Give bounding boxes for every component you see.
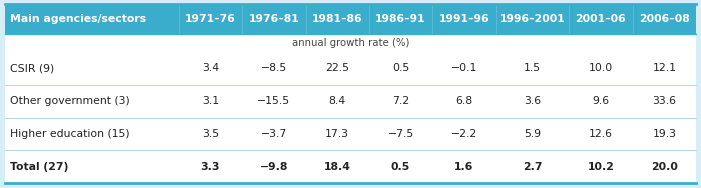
Text: 6.8: 6.8 [456, 96, 472, 106]
Text: 2.7: 2.7 [523, 162, 542, 172]
Text: 10.2: 10.2 [587, 162, 614, 172]
Text: 10.0: 10.0 [589, 63, 613, 73]
Text: 17.3: 17.3 [325, 129, 349, 139]
Text: 1.6: 1.6 [454, 162, 474, 172]
Text: Other government (3): Other government (3) [10, 96, 130, 106]
Text: −2.2: −2.2 [451, 129, 477, 139]
Text: 22.5: 22.5 [325, 63, 349, 73]
Text: Higher education (15): Higher education (15) [10, 129, 130, 139]
Text: 3.3: 3.3 [200, 162, 220, 172]
Text: 0.5: 0.5 [392, 63, 409, 73]
Text: 12.6: 12.6 [589, 129, 613, 139]
Text: 3.5: 3.5 [202, 129, 219, 139]
Text: 1971–76: 1971–76 [185, 14, 236, 24]
Text: 1991–96: 1991–96 [439, 14, 489, 24]
Text: CSIR (9): CSIR (9) [10, 63, 54, 73]
Text: 1996–2001: 1996–2001 [500, 14, 565, 24]
Text: 7.2: 7.2 [392, 96, 409, 106]
Text: −7.5: −7.5 [388, 129, 414, 139]
Text: 3.1: 3.1 [202, 96, 219, 106]
Text: 9.6: 9.6 [592, 96, 609, 106]
Text: 5.9: 5.9 [524, 129, 541, 139]
Text: −0.1: −0.1 [451, 63, 477, 73]
Text: 18.4: 18.4 [324, 162, 350, 172]
Text: 2006–08: 2006–08 [639, 14, 690, 24]
Text: −3.7: −3.7 [261, 129, 287, 139]
Text: −8.5: −8.5 [261, 63, 287, 73]
Text: 2001–06: 2001–06 [576, 14, 626, 24]
Text: −9.8: −9.8 [259, 162, 288, 172]
Text: 19.3: 19.3 [653, 129, 676, 139]
Text: 3.4: 3.4 [202, 63, 219, 73]
Text: 1976–81: 1976–81 [248, 14, 299, 24]
Text: Total (27): Total (27) [10, 162, 69, 172]
Text: 1.5: 1.5 [524, 63, 541, 73]
Text: −15.5: −15.5 [257, 96, 290, 106]
Text: 8.4: 8.4 [329, 96, 346, 106]
Text: 1986–91: 1986–91 [375, 14, 426, 24]
Text: 20.0: 20.0 [651, 162, 678, 172]
Text: 3.6: 3.6 [524, 96, 541, 106]
Text: 33.6: 33.6 [653, 96, 676, 106]
Bar [5, 4, 696, 34]
Text: annual growth rate (%): annual growth rate (%) [292, 38, 409, 48]
Text: 12.1: 12.1 [653, 63, 676, 73]
Text: 1981–86: 1981–86 [312, 14, 362, 24]
Text: 0.5: 0.5 [391, 162, 410, 172]
Text: Main agencies/sectors: Main agencies/sectors [10, 14, 146, 24]
